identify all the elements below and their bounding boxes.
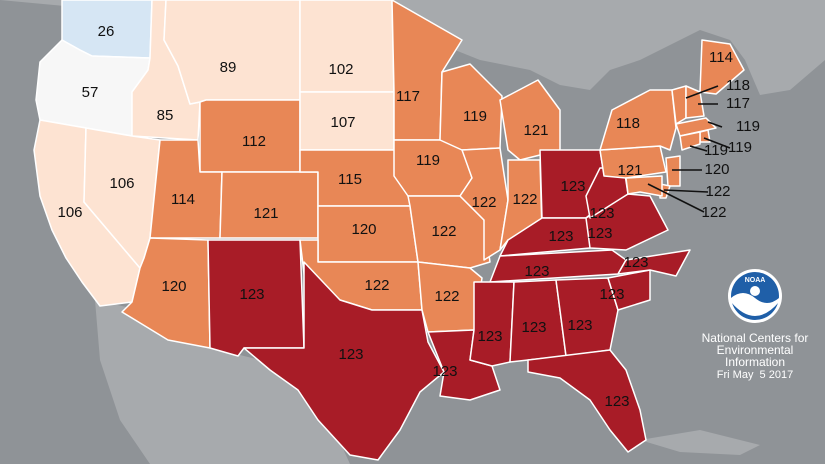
rank-label-me: 114	[709, 49, 733, 66]
state-mi	[499, 79, 561, 161]
state-nh	[685, 85, 705, 119]
state-tn	[489, 249, 627, 283]
credit-line-2: Environmental	[716, 343, 794, 357]
noaa-logo-text: NOAA	[745, 277, 766, 284]
rank-label-ut: 114	[171, 191, 195, 208]
credit-block: National Centers for Environmental Infor…	[690, 332, 820, 381]
rank-label-mt: 89	[220, 59, 237, 76]
state-tx	[243, 261, 445, 461]
noaa-logo: NOAA	[727, 268, 783, 324]
rank-label-nm: 123	[239, 286, 264, 303]
rank-label-nd: 102	[328, 61, 353, 78]
rank-label-la: 123	[432, 363, 457, 380]
rank-label-tn: 123	[524, 263, 549, 280]
rank-label-md: 122	[701, 204, 726, 221]
leader-line-de	[663, 189, 709, 193]
state-fl	[527, 349, 647, 453]
rank-label-de: 122	[705, 183, 730, 200]
rank-label-ma: 119	[736, 118, 760, 135]
rank-label-vt: 118	[726, 77, 750, 94]
leader-line-ri	[703, 137, 731, 149]
rank-labels: 26 57 106 85 106 89 112 114 120 121 123 102 107 115 12…	[57, 23, 759, 410]
canada-land	[0, 0, 825, 95]
state-nd	[299, 0, 395, 93]
state-me	[699, 39, 745, 95]
state-md	[625, 175, 663, 197]
state-sc	[607, 269, 651, 311]
rank-label-al: 123	[521, 319, 546, 336]
rank-label-or: 57	[82, 84, 99, 101]
rank-label-ks: 120	[351, 221, 376, 238]
leader-line-ct	[689, 145, 708, 152]
rank-label-wa: 26	[98, 23, 115, 40]
rank-label-nh: 117	[726, 95, 750, 112]
credit-line-1: National Centers for	[701, 331, 809, 345]
state-ma	[675, 117, 717, 137]
rank-label-in: 122	[512, 191, 537, 208]
rank-label-ky: 123	[548, 228, 573, 245]
state-nc	[617, 249, 691, 277]
rank-label-nj: 120	[704, 161, 729, 178]
leader-line-ma	[707, 121, 723, 128]
mexico-land	[95, 300, 350, 464]
rank-label-ne: 115	[338, 171, 362, 188]
state-mt	[163, 0, 301, 105]
credit-date: Fri May 5 2017	[716, 369, 794, 381]
rank-label-ok: 122	[364, 277, 389, 294]
rank-label-ms: 123	[477, 328, 502, 345]
state-il	[459, 147, 509, 261]
rank-label-tx: 123	[338, 346, 363, 363]
rank-label-ia: 119	[416, 152, 440, 169]
credit-line-3: Information	[724, 355, 786, 369]
rank-label-fl: 123	[604, 393, 629, 410]
rank-label-mn: 117	[396, 88, 420, 105]
state-nj	[665, 155, 681, 187]
leader-lines	[647, 85, 731, 213]
rank-label-mo: 122	[431, 223, 456, 240]
rank-label-sc: 123	[599, 286, 624, 303]
cuba-land	[640, 430, 760, 455]
rank-label-id: 85	[157, 107, 174, 124]
leader-line-vt	[685, 85, 719, 99]
rank-label-co: 121	[253, 205, 278, 222]
leader-line-md	[647, 183, 705, 213]
rank-label-pa: 121	[617, 162, 642, 179]
rank-label-il: 122	[471, 194, 496, 211]
state-ga	[555, 277, 619, 357]
rank-label-wv: 123	[589, 205, 614, 222]
rank-label-oh: 123	[560, 178, 585, 195]
state-ct	[679, 131, 701, 151]
rank-label-ny: 118	[616, 115, 640, 132]
rank-label-ar: 122	[434, 288, 459, 305]
rank-label-az: 120	[161, 278, 186, 295]
rank-label-nc: 123	[623, 254, 648, 271]
rank-label-wi: 119	[463, 108, 487, 125]
rank-label-ct: 119	[704, 142, 728, 159]
state-ms	[469, 281, 515, 367]
rank-label-sd: 107	[330, 114, 355, 131]
states-layer	[33, 0, 745, 461]
rank-label-va: 123	[587, 225, 612, 242]
rank-label-ri: 119	[728, 139, 752, 156]
rank-label-mi: 121	[523, 122, 548, 139]
rank-label-ca: 106	[57, 204, 82, 221]
rank-label-ga: 123	[567, 317, 592, 334]
rank-label-wy: 112	[242, 133, 266, 150]
rank-label-nv: 106	[109, 175, 134, 192]
